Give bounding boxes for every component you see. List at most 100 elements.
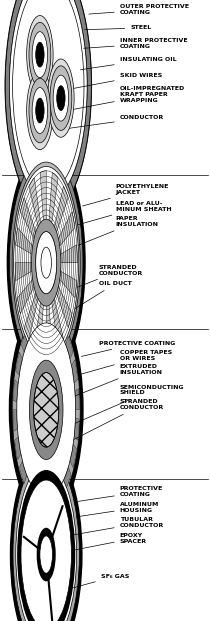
Circle shape xyxy=(29,78,51,143)
Circle shape xyxy=(41,247,51,278)
Wedge shape xyxy=(46,495,53,508)
Wedge shape xyxy=(21,330,29,352)
Text: OUTER PROTECTIVE
COATING: OUTER PROTECTIVE COATING xyxy=(89,4,189,15)
Circle shape xyxy=(16,465,77,621)
Circle shape xyxy=(9,0,87,201)
Wedge shape xyxy=(74,418,79,440)
Wedge shape xyxy=(72,360,78,383)
Circle shape xyxy=(13,0,84,191)
Wedge shape xyxy=(55,485,63,503)
Wedge shape xyxy=(75,389,79,410)
Text: SEMICONDUCTING
SHIELD: SEMICONDUCTING SHIELD xyxy=(66,384,184,427)
Circle shape xyxy=(14,166,79,359)
Circle shape xyxy=(5,0,91,213)
Text: +: + xyxy=(38,108,42,113)
Wedge shape xyxy=(56,284,72,328)
Circle shape xyxy=(40,536,52,573)
Circle shape xyxy=(48,59,74,137)
Text: PAPER
INSULATION: PAPER INSULATION xyxy=(76,216,159,246)
Wedge shape xyxy=(40,171,46,224)
Circle shape xyxy=(36,98,44,123)
Wedge shape xyxy=(34,299,44,353)
Circle shape xyxy=(37,528,55,581)
Circle shape xyxy=(27,71,53,150)
Circle shape xyxy=(12,309,80,510)
Circle shape xyxy=(29,360,63,460)
Text: +: + xyxy=(59,96,63,101)
Circle shape xyxy=(27,16,53,94)
Wedge shape xyxy=(59,245,77,263)
Circle shape xyxy=(57,86,65,111)
Text: POLYETHYLENE
JACKET: POLYETHYLENE JACKET xyxy=(83,184,169,206)
Wedge shape xyxy=(57,212,75,248)
Text: OIL DUCT: OIL DUCT xyxy=(61,281,131,317)
Circle shape xyxy=(9,0,87,201)
Circle shape xyxy=(10,449,82,621)
Wedge shape xyxy=(46,301,52,355)
Text: STEEL: STEEL xyxy=(85,25,151,30)
Circle shape xyxy=(36,232,57,294)
Circle shape xyxy=(9,154,83,371)
Wedge shape xyxy=(49,173,58,227)
Wedge shape xyxy=(63,468,71,489)
Text: STRANDED
CONDUCTOR: STRANDED CONDUCTOR xyxy=(61,399,164,446)
Circle shape xyxy=(7,148,85,378)
Wedge shape xyxy=(39,312,46,325)
Circle shape xyxy=(32,32,48,78)
Wedge shape xyxy=(58,320,66,340)
Circle shape xyxy=(12,162,80,363)
Text: (c): (c) xyxy=(40,529,53,539)
Circle shape xyxy=(18,471,75,621)
Text: +: + xyxy=(38,52,42,57)
Text: SF₆ GAS: SF₆ GAS xyxy=(62,574,129,591)
Wedge shape xyxy=(51,295,63,348)
Text: SKID WIRES: SKID WIRES xyxy=(74,73,162,88)
Wedge shape xyxy=(27,480,34,500)
Text: LEAD or ALU-
MINUM SHEATH: LEAD or ALU- MINUM SHEATH xyxy=(78,201,171,225)
Circle shape xyxy=(53,75,69,121)
Wedge shape xyxy=(16,352,22,375)
Text: COPPER TAPES
OR WIRES: COPPER TAPES OR WIRES xyxy=(78,350,172,375)
Text: EXTRUDED
INSULATION: EXTRUDED INSULATION xyxy=(74,364,163,396)
Wedge shape xyxy=(29,178,41,230)
Circle shape xyxy=(32,88,48,134)
Text: CONDUCTOR: CONDUCTOR xyxy=(66,116,164,129)
Text: INSULATING OIL: INSULATING OIL xyxy=(80,57,176,70)
Circle shape xyxy=(32,219,61,306)
Wedge shape xyxy=(20,197,37,241)
Wedge shape xyxy=(36,492,43,507)
Circle shape xyxy=(9,301,83,519)
Wedge shape xyxy=(19,461,27,484)
Circle shape xyxy=(50,66,72,130)
Circle shape xyxy=(13,456,79,621)
Wedge shape xyxy=(70,445,77,468)
Wedge shape xyxy=(29,317,37,335)
Wedge shape xyxy=(49,312,56,327)
Circle shape xyxy=(34,373,59,447)
Wedge shape xyxy=(16,227,34,255)
Text: EPOXY
SPACER: EPOXY SPACER xyxy=(70,533,147,551)
Wedge shape xyxy=(58,270,77,298)
Wedge shape xyxy=(17,278,35,314)
Circle shape xyxy=(36,232,57,294)
Wedge shape xyxy=(13,379,18,402)
Wedge shape xyxy=(15,263,33,281)
Text: STRANDED
CONDUCTOR: STRANDED CONDUCTOR xyxy=(63,265,143,292)
Text: OIL-IMPREGNATED
KRAFT PAPER
WRAPPING: OIL-IMPREGNATED KRAFT PAPER WRAPPING xyxy=(70,86,185,110)
Wedge shape xyxy=(15,437,21,460)
Text: ALUMINUM
HOUSING: ALUMINUM HOUSING xyxy=(76,502,159,517)
Wedge shape xyxy=(24,291,39,339)
Circle shape xyxy=(29,22,51,87)
Text: INNER PROTECTIVE
COATING: INNER PROTECTIVE COATING xyxy=(84,38,187,49)
Circle shape xyxy=(21,480,71,621)
Circle shape xyxy=(17,323,76,497)
Text: PROTECTIVE COATING: PROTECTIVE COATING xyxy=(81,341,175,356)
Wedge shape xyxy=(13,410,17,431)
Text: (a): (a) xyxy=(42,217,55,227)
Text: PROTECTIVE
COATING: PROTECTIVE COATING xyxy=(78,486,163,501)
Circle shape xyxy=(36,42,44,67)
Circle shape xyxy=(5,0,91,213)
Wedge shape xyxy=(54,186,68,235)
Wedge shape xyxy=(66,336,73,359)
Text: (b): (b) xyxy=(39,388,53,398)
